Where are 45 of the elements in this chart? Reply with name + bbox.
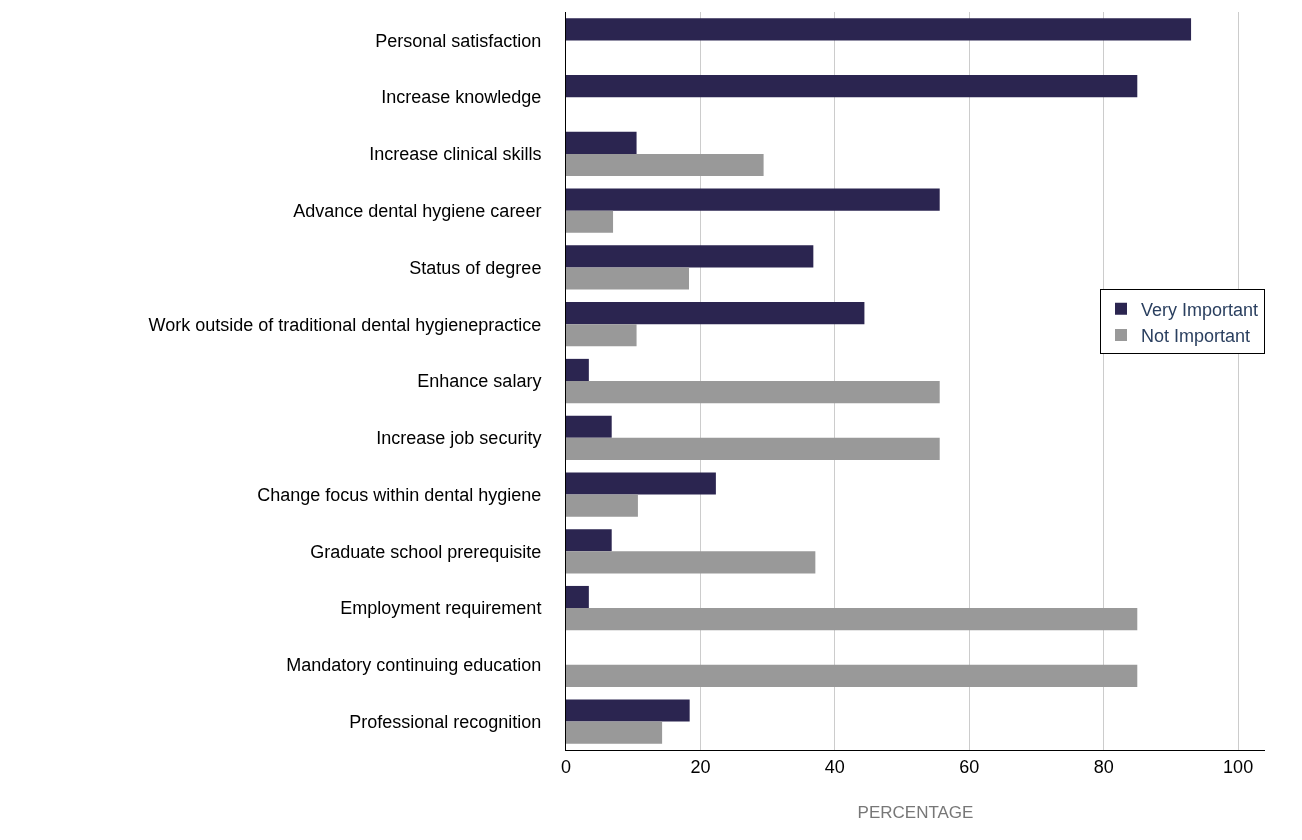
bar — [566, 75, 1138, 98]
legend-label: Not Important — [1141, 326, 1251, 347]
y-tick-label: Graduate school prerequisite — [310, 541, 542, 562]
x-tick-label: 40 — [824, 756, 845, 777]
bar — [566, 494, 638, 517]
y-tick-label: Increase job security — [376, 428, 542, 449]
y-tick-label: Increase knowledge — [381, 87, 542, 108]
y-tick-label: Change focus within dental hygiene — [257, 484, 542, 505]
y-tick-label: Professional recognition — [349, 711, 542, 732]
bar — [566, 245, 814, 268]
y-tick-label: Status of degree — [409, 257, 542, 278]
x-tick-label: 100 — [1223, 756, 1254, 777]
bar — [566, 699, 690, 722]
bar — [566, 188, 940, 211]
bar — [566, 18, 1192, 41]
y-tick-label: Enhance salary — [417, 371, 542, 392]
bar — [566, 529, 612, 552]
y-tick-label: Personal satisfaction — [375, 30, 542, 51]
bar — [566, 721, 663, 744]
bar — [566, 131, 637, 154]
x-tick-label: 60 — [959, 756, 980, 777]
x-tick-label: 80 — [1093, 756, 1114, 777]
bar — [566, 608, 1138, 631]
x-tick-label: 20 — [690, 756, 711, 777]
y-tick-label: Employment requirement — [340, 598, 542, 619]
bar — [566, 437, 940, 460]
y-tick-label: Mandatory continuing education — [286, 655, 542, 676]
bar — [566, 551, 816, 574]
bar — [566, 664, 1138, 687]
bar — [566, 153, 764, 177]
x-axis-title: PERCENTAGE — [857, 803, 974, 822]
bar — [566, 472, 716, 495]
bar — [566, 381, 940, 404]
bar — [566, 324, 637, 347]
bar — [566, 302, 865, 325]
bar — [566, 267, 689, 290]
x-tick-label: 0 — [560, 756, 572, 777]
y-tick-label: Increase clinical skills — [369, 144, 542, 165]
bar — [566, 415, 612, 438]
y-tick-label: Advance dental hygiene career — [293, 200, 542, 221]
bar — [566, 585, 589, 609]
y-tick-label: Work outside of traditional dental hygienepractice — [148, 314, 542, 335]
bar — [566, 358, 589, 381]
bar — [566, 210, 614, 233]
legend-label: Very Important — [1141, 299, 1259, 320]
